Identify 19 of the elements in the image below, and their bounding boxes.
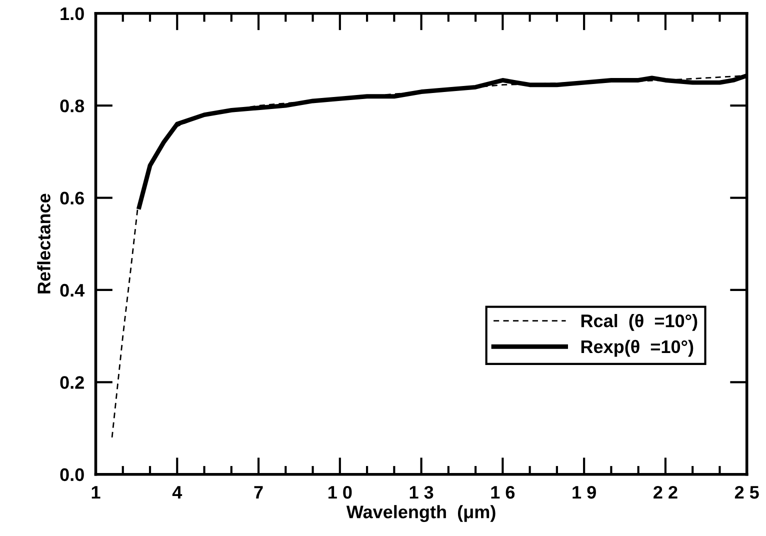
x-tick-label: 1 [92,486,100,499]
y-tick-label: 0.6 [60,192,84,205]
legend-label: Rcal (θ =10°) [581,314,698,331]
x-tick-label: 1 9 [572,486,596,499]
x-tick-label: 1 0 [328,486,352,499]
y-tick-label: 0.4 [60,284,85,297]
y-tick-label: 1.0 [60,7,84,20]
x-tick-label: 2 5 [734,486,759,499]
x-tick-label: 7 [254,486,263,499]
x-tick-label: 1 6 [491,486,515,499]
y-axis-title: Reflectance [37,194,50,294]
x-tick-label: 2 2 [654,486,678,499]
y-tick-label: 0.8 [60,100,84,112]
x-tick-label: 4 [172,486,182,499]
x-tick-label: 1 3 [410,486,434,499]
y-tick-label: 0.0 [60,468,84,482]
legend-label: Rexp(θ =10°) [581,340,694,357]
y-tick-label: 0.2 [60,376,84,389]
x-axis-title: Wavelength (μm) [346,505,496,522]
